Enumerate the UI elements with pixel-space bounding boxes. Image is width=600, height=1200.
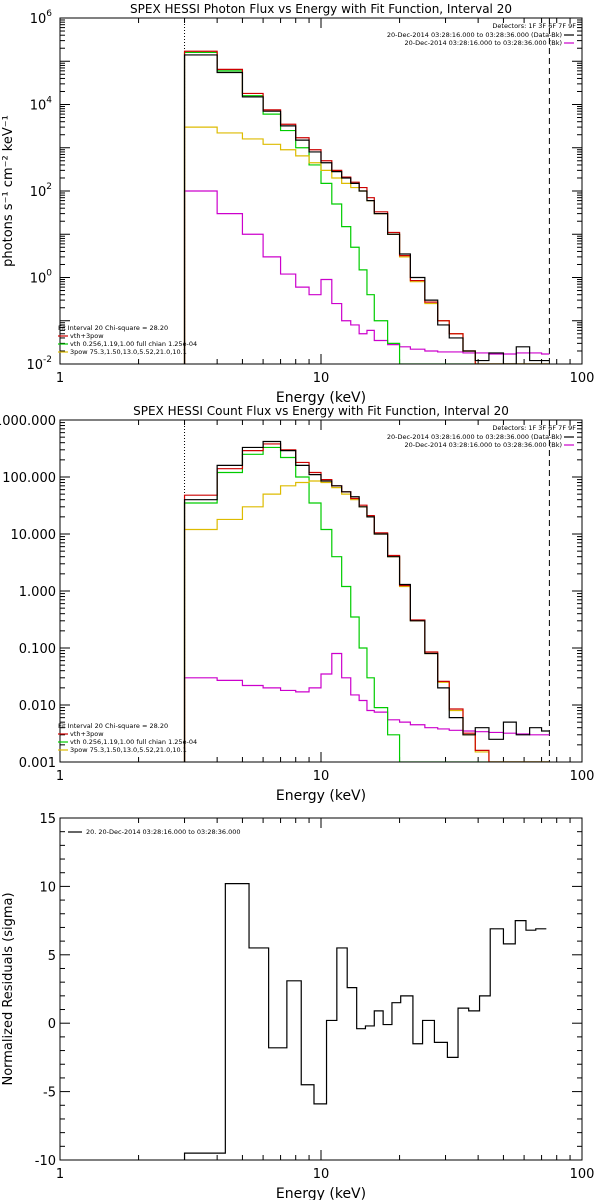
fit-legend-entry: vth+3pow: [70, 332, 104, 340]
y-tick-label: 10.000: [11, 528, 57, 543]
legend-entry: 20-Dec-2014 03:28:16.000 to 03:28:36.000…: [405, 441, 563, 449]
x-tick-label: 100: [570, 371, 595, 386]
series-line-5: [183, 54, 550, 364]
plot-frame: [59, 17, 583, 365]
x-tick-label: 10: [313, 769, 330, 784]
series-line-3: [183, 480, 550, 762]
fit-legend-entry: 3pow 75.3,1.50,13.0,5.52,21.0,10.1: [70, 348, 187, 356]
fit-legend-entry: vth+3pow: [70, 730, 104, 738]
plot-frame: [59, 817, 583, 1161]
x-axis-label: Energy (keV): [276, 390, 366, 406]
series-line-1: [183, 883, 547, 1160]
fit-header: Fit Interval 20 Chi-square = 28.20: [58, 722, 168, 730]
x-tick-label: 1: [56, 371, 64, 386]
y-tick-label: 1.000: [19, 585, 56, 600]
legend-entry: 20-Dec-2014 03:28:16.000 to 03:28:36.000…: [387, 31, 562, 39]
y-tick-label: 100: [30, 269, 53, 287]
y-axis-label: Normalized Residuals (sigma): [1, 892, 16, 1085]
x-tick-label: 100: [570, 1167, 595, 1182]
y-axis-label: photons s⁻¹ cm⁻² keV⁻¹: [1, 115, 16, 267]
fit-legend-entry: vth 0.256,1.19,1.00 full chian 1.25e-04: [70, 738, 197, 746]
plot-frame: [59, 419, 583, 763]
y-tick-label: 10-2: [26, 355, 52, 373]
x-tick-label: 10: [313, 371, 330, 386]
y-tick-label: 15: [39, 812, 56, 827]
y-tick-label: 0: [48, 1017, 56, 1032]
y-tick-label: 10: [39, 880, 56, 895]
series-line-3: [183, 126, 550, 364]
series-group: [183, 50, 550, 364]
fit-legend-entry: vth 0.256,1.19,1.00 full chian 1.25e-04: [70, 340, 197, 348]
y-tick-label: 0.100: [19, 642, 56, 657]
chart-panel-3: 1 10 100 Energy (keV) -10 -5 0 5 10 15 Normalized …: [1, 812, 594, 1200]
fit-header: Fit Interval 20 Chi-square = 28.20: [58, 324, 168, 332]
chart-panel-1: SPEX HESSI Photon Flux vs Energy with Fi…: [1, 2, 594, 406]
y-tick-label: 102: [30, 182, 52, 200]
series-line-5: [183, 440, 550, 762]
legend-entry: 20. 20-Dec-2014 03:28:16.000 to 03:28:36…: [86, 828, 241, 836]
series-group: [183, 440, 550, 762]
series-line-2: [183, 446, 550, 762]
chart-panel-2: SPEX HESSI Count Flux vs Energy with Fit…: [0, 404, 594, 804]
x-tick-label: 100: [570, 769, 595, 784]
y-tick-label: 1000.000: [0, 414, 56, 429]
y-tick-label: 100.000: [2, 471, 56, 486]
series-line-4: [183, 50, 550, 364]
x-axis-label: Energy (keV): [276, 1186, 366, 1200]
detectors-label: Detectors: 1F 3F 6F 7F 9F: [492, 424, 576, 432]
x-axis-label: Energy (keV): [276, 788, 366, 804]
series-line-2: [183, 51, 550, 364]
series-group: [183, 883, 547, 1160]
fit-legend-entry: 3pow 75.3,1.50,13.0,5.52,21.0,10.1: [70, 746, 187, 754]
legend-entry: 20-Dec-2014 03:28:16.000 to 03:28:36.000…: [405, 39, 563, 47]
y-tick-label: -5: [43, 1086, 56, 1101]
x-tick-label: 1: [56, 1167, 64, 1182]
x-tick-label: 10: [313, 1167, 330, 1182]
legend-entry: 20-Dec-2014 03:28:16.000 to 03:28:36.000…: [387, 433, 562, 441]
y-tick-label: 104: [30, 96, 53, 114]
series-line-1: [183, 190, 550, 364]
y-tick-label: 106: [30, 9, 53, 27]
detectors-label: Detectors: 1F 3F 6F 7F 9F: [492, 22, 576, 30]
chart-title: SPEX HESSI Count Flux vs Energy with Fit…: [133, 404, 509, 418]
y-tick-label: 0.001: [19, 756, 56, 771]
series-line-4: [183, 443, 550, 762]
y-tick-label: 0.010: [19, 699, 56, 714]
chart-title: SPEX HESSI Photon Flux vs Energy with Fi…: [130, 2, 512, 16]
y-tick-label: 5: [48, 949, 56, 964]
y-tick-label: -10: [35, 1154, 56, 1169]
x-tick-label: 1: [56, 769, 64, 784]
